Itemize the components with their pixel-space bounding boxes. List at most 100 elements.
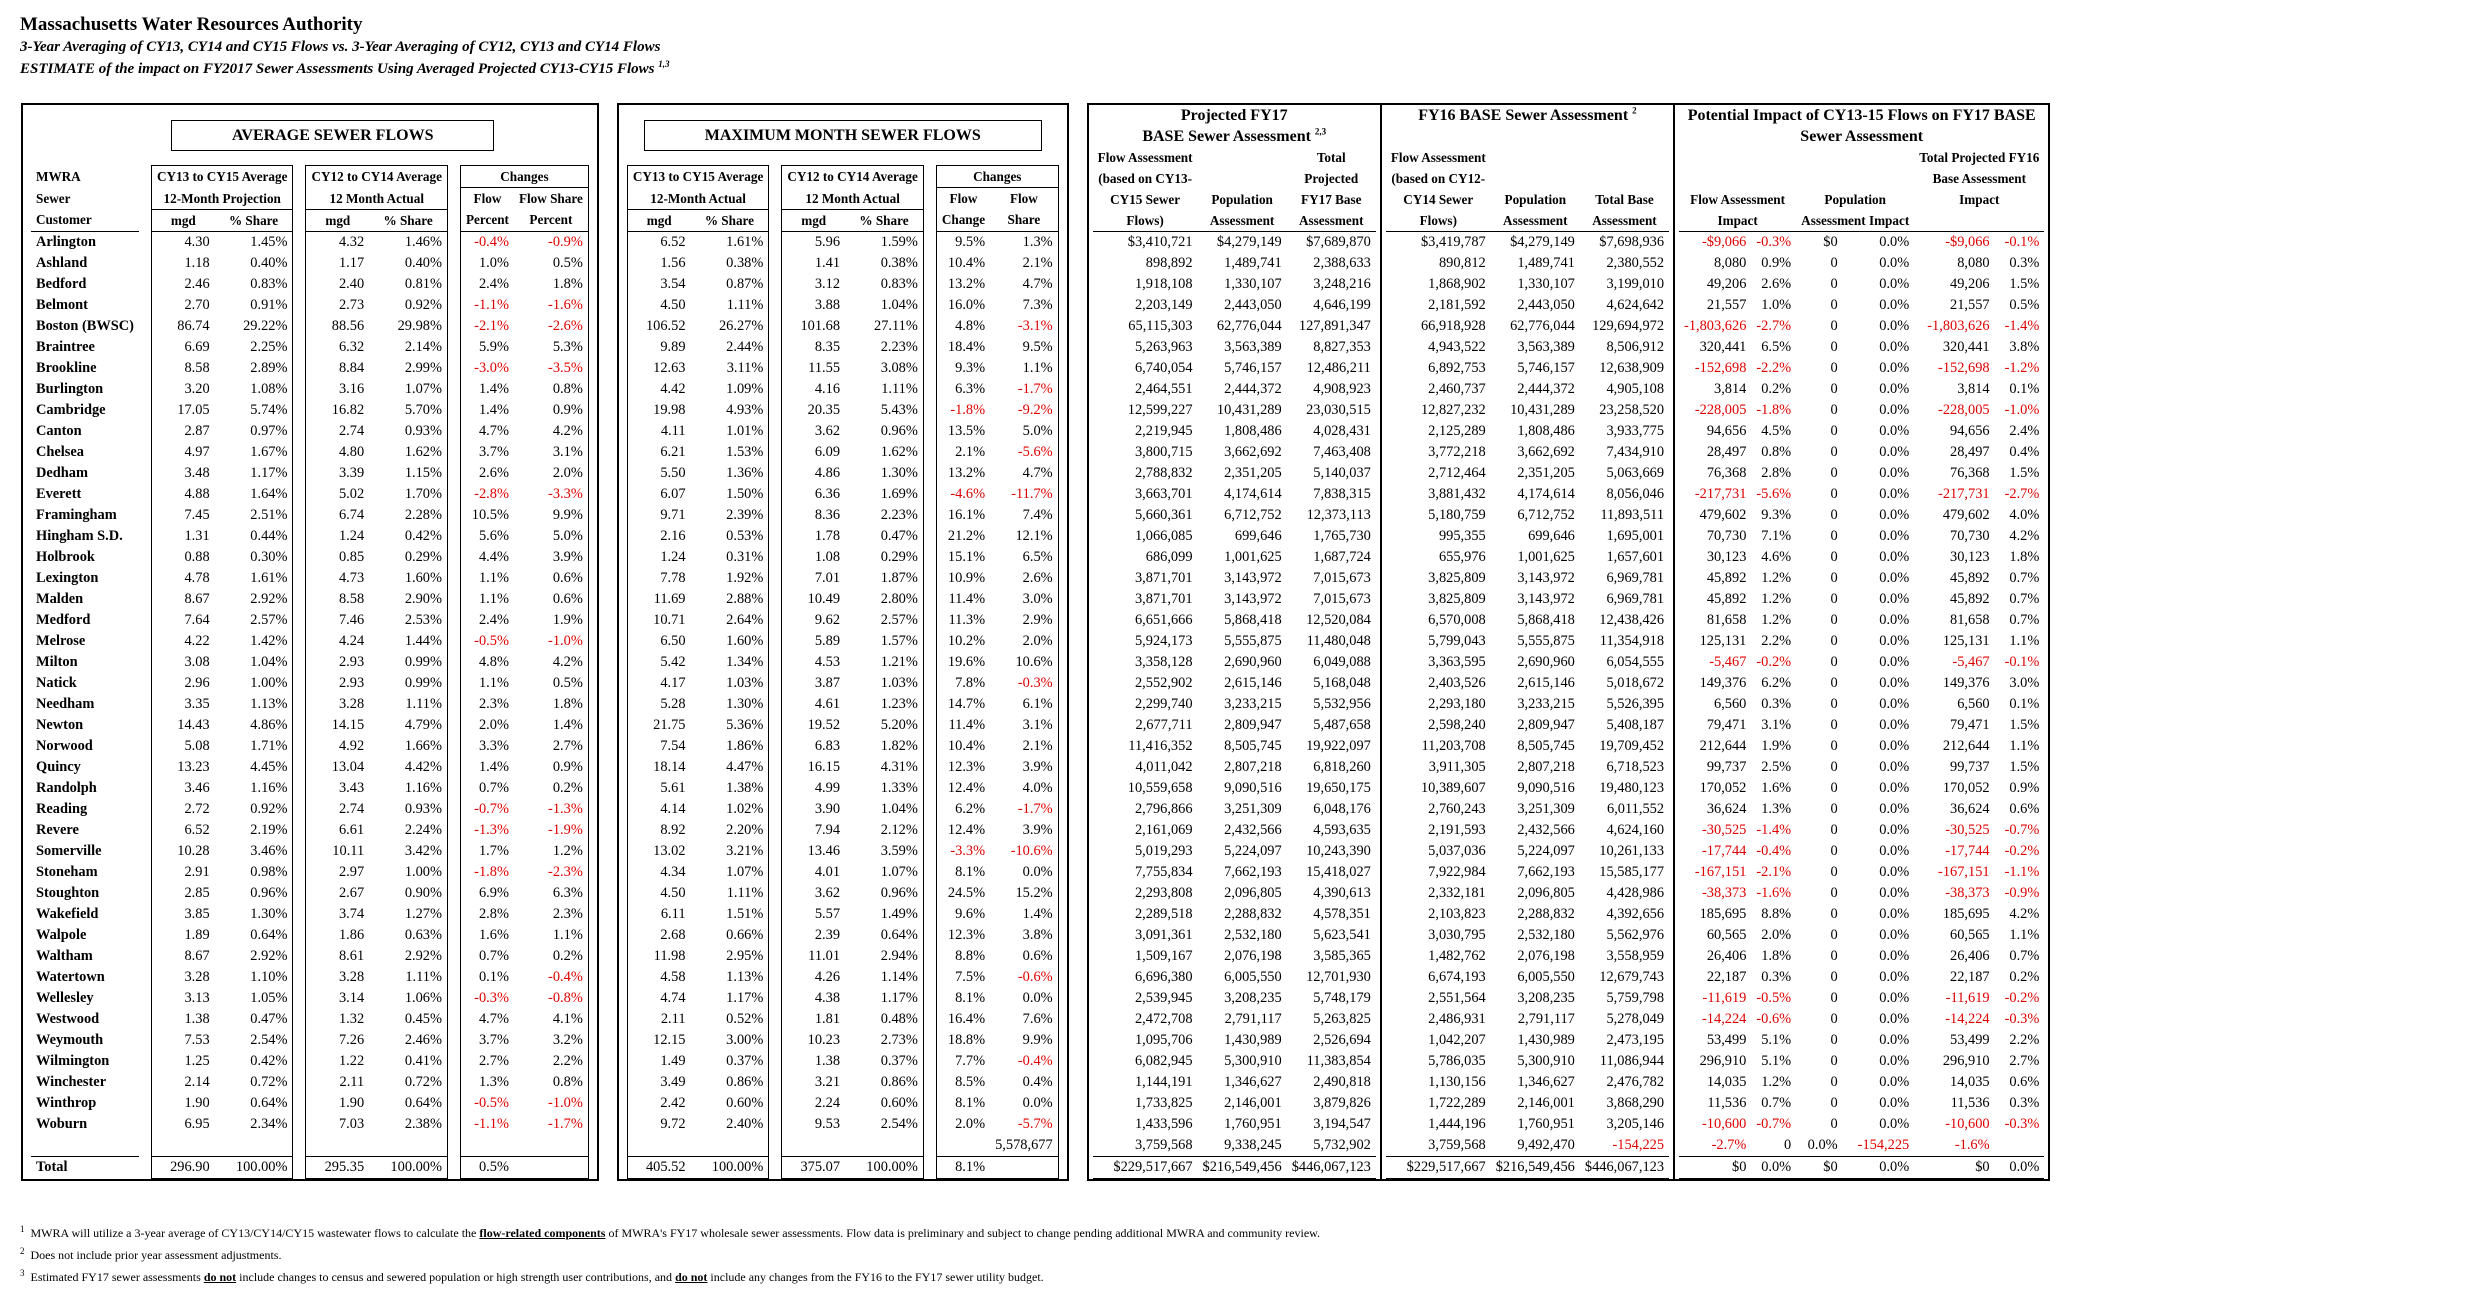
value-cell: 296.90 [150, 1155, 215, 1179]
fy16-base-table: FY16 BASE Sewer Assessment 2 Flow Assess… [1385, 105, 1670, 1179]
value-cell: 6,570,008 [1428, 612, 1486, 628]
value-cell: 7.94 [781, 819, 846, 841]
value-cell: 2,615,146 [1224, 675, 1282, 691]
customer-name: Dedham [36, 464, 88, 481]
value-cell: 4.5% [1761, 423, 1792, 439]
value-cell: 1.7% [459, 840, 514, 862]
table-row: 11,536 0.7% 0 0.0% 11,536 0.3% [1679, 1093, 2044, 1114]
value-cell: 0.30% [214, 546, 294, 568]
value-cell: 0.0% [1879, 738, 1910, 754]
value-cell: -152,698 [1694, 360, 1747, 376]
value-cell: 6.2% [935, 798, 991, 820]
value-cell: 6,818,260 [1313, 759, 1371, 775]
value-cell: 11,416,352 [1128, 738, 1193, 754]
value-cell: 0 [1830, 612, 1838, 628]
table-row: Lexington 4.78 1.61% 4.73 1.60% 1.1% 0.6% [31, 567, 589, 589]
table-row: 1,482,762 2,076,198 3,558,959 [1386, 946, 1669, 967]
value-cell: 9.3% [1761, 507, 1792, 523]
maximum-month-flows-title: MAXIMUM MONTH SEWER FLOWS [643, 119, 1042, 151]
value-cell: 6,560 [1957, 696, 1990, 712]
value-cell: 1,346,627 [1224, 1074, 1282, 1090]
value-cell: 5,408,187 [1606, 717, 1665, 733]
value-cell: 0.42% [214, 1050, 294, 1072]
value-cell: 1.45% [214, 231, 294, 253]
table-row: 1,433,596 1,760,951 3,194,547 [1093, 1114, 1376, 1135]
table-row: 70,730 7.1% 0 0.0% 70,730 4.2% [1679, 526, 2044, 547]
value-cell: 2,809,947 [1517, 717, 1575, 733]
value-cell: 2,677,711 [1135, 717, 1193, 733]
value-cell: 0.0% [1879, 339, 1910, 355]
value-cell: 1.23% [845, 693, 924, 715]
value-cell: 5,224,097 [1517, 843, 1575, 859]
table-row: 2,191,593 2,432,566 4,624,160 [1386, 820, 1669, 841]
value-cell: 1.0% [459, 252, 514, 274]
report-subtitle: 3-Year Averaging of CY13, CY14 and CY15 … [20, 39, 661, 55]
table-row: 2,712,464 2,351,205 5,063,669 [1386, 463, 1669, 484]
table-row: 2,125,289 1,808,486 3,933,775 [1386, 421, 1669, 442]
table-row: -152,698 -2.2% 0 0.0% -152,698 -1.2% [1679, 358, 2044, 379]
value-cell: 0.44% [214, 525, 294, 547]
value-cell: 1.49 [626, 1050, 691, 1072]
value-cell: 4,028,431 [1313, 423, 1371, 439]
table-row: 2,464,551 2,444,372 4,908,923 [1093, 379, 1376, 400]
value-cell: -0.3% [459, 987, 514, 1009]
table-row: Revere 6.52 2.19% 6.61 2.24% -1.3% -1.9% [31, 819, 589, 841]
value-cell: 1.24 [305, 525, 370, 547]
table-row: Somerville 10.28 3.46% 10.11 3.42% 1.7% 1.2% [31, 840, 589, 862]
table-row: 4.50 1.11% 3.88 1.04% 16.0% 7.3% [626, 294, 1059, 316]
value-cell: 296,910 [1699, 1053, 1747, 1069]
value-cell: 1.11% [845, 378, 924, 400]
value-cell: 6,011,552 [1607, 801, 1665, 817]
value-cell: -2.8% [459, 483, 514, 505]
value-cell: 5.28 [626, 693, 691, 715]
value-cell: 2.6% [990, 567, 1059, 589]
value-cell: 2.34% [214, 1113, 294, 1135]
value-cell: 7,015,673 [1313, 591, 1371, 607]
value-cell: 1.5% [2009, 717, 2040, 733]
value-cell: 1,066,085 [1134, 528, 1193, 544]
value-cell: 2.46 [150, 273, 215, 295]
value-cell: 5.02 [305, 483, 370, 505]
value-cell: 2.4% [459, 609, 514, 631]
table-row: Belmont 2.70 0.91% 2.73 0.92% -1.1% -1.6% [31, 294, 589, 316]
value-cell: 6.83 [781, 735, 846, 757]
value-cell: 2.92% [214, 945, 294, 967]
value-cell: 1,808,486 [1224, 423, 1282, 439]
customer-name: Hingham S.D. [36, 527, 123, 544]
table-row: 3,091,361 2,532,180 5,623,541 [1093, 925, 1376, 946]
value-cell: 1.5% [2009, 759, 2040, 775]
table-row: 3,800,715 3,662,692 7,463,408 [1093, 442, 1376, 463]
customer-name: Chelsea [36, 443, 84, 460]
value-cell: 3,814 [1957, 381, 1990, 397]
value-cell: 0.0% [1879, 1032, 1910, 1048]
value-cell: 9.5% [935, 231, 991, 253]
value-cell: 5.61 [626, 777, 691, 799]
value-cell: 1,430,989 [1224, 1032, 1282, 1048]
value-cell: 1,042,207 [1428, 1032, 1486, 1048]
value-cell: 5.20% [845, 714, 924, 736]
value-cell: 1.25 [150, 1050, 215, 1072]
value-cell: 94,656 [1706, 423, 1747, 439]
value-cell: 1,482,762 [1428, 948, 1486, 964]
value-cell: 2,490,818 [1313, 1074, 1371, 1090]
value-cell: 1,657,601 [1606, 549, 1665, 565]
value-cell: 2.80% [845, 588, 924, 610]
value-cell: 1.60% [369, 567, 448, 589]
value-cell: 1.62% [369, 441, 448, 463]
value-cell: -11,619 [1702, 990, 1747, 1006]
customer-name: Malden [36, 590, 84, 607]
table-row: Wilmington 1.25 0.42% 1.22 0.41% 2.7% 2.2% [31, 1050, 589, 1072]
value-cell: 0.9% [513, 756, 589, 778]
value-cell: 0 [1830, 507, 1838, 523]
value-cell: 1.70% [369, 483, 448, 505]
value-cell: 2,076,198 [1224, 948, 1282, 964]
value-cell: 2.70 [150, 294, 215, 316]
value-cell: 0.92% [214, 798, 294, 820]
value-cell: 1.61% [690, 231, 770, 253]
value-cell: 11,536 [1707, 1095, 1747, 1111]
value-cell: 4.01 [781, 861, 846, 883]
table-row: 36,624 1.3% 0 0.0% 36,624 0.6% [1679, 799, 2044, 820]
value-cell: 36,624 [1950, 801, 1990, 817]
value-cell: 5.0% [513, 525, 589, 547]
value-cell: 8.8% [935, 945, 991, 967]
